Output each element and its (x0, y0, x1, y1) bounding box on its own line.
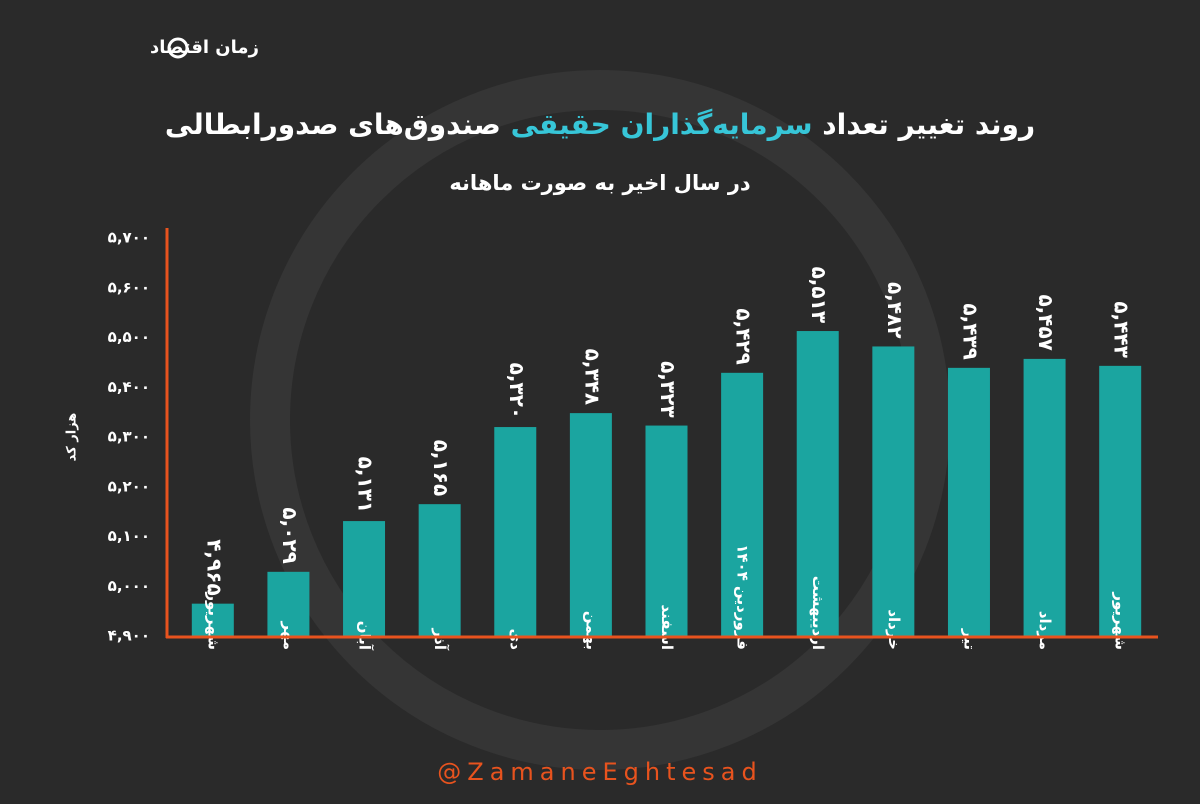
title-part: صندوق‌های صدورابطالی (165, 108, 511, 141)
brand-logo (167, 37, 189, 59)
y-tick-label: ۵,۵۰۰ (108, 328, 150, 346)
value-label: ۵,۳۲۰ (505, 363, 529, 419)
bar (721, 372, 764, 636)
bar (191, 603, 234, 636)
x-tick-label: شهریور (204, 591, 222, 650)
y-tick-label: ۴,۹۰۰ (108, 627, 150, 645)
value-label: ۵,۱۶۵ (429, 440, 453, 496)
watermark (250, 70, 950, 770)
y-tick-label: ۵,۲۰۰ (108, 477, 150, 495)
value-label: ۵,۳۴۸ (580, 349, 604, 405)
value-label: ۵,۴۵۷ (1034, 294, 1058, 350)
value-label: ۵,۴۳۹ (958, 303, 982, 359)
x-tick-label: آذر (431, 628, 449, 651)
value-label: ۵,۴۸۲ (883, 282, 907, 338)
y-tick-label: ۵,۶۰۰ (108, 278, 150, 296)
bar (343, 521, 386, 636)
bar (1023, 358, 1066, 636)
value-label: ۵,۰۲۹ (278, 507, 302, 563)
value-label: ۴,۹۶۵ (202, 539, 226, 595)
x-tick-label: مرداد (1036, 611, 1054, 650)
y-tick-label: ۵,۰۰۰ (108, 577, 150, 595)
bar (645, 425, 688, 636)
x-tick-label: دی (507, 629, 525, 651)
brand: زمان اقتصاد (150, 37, 259, 58)
x-tick-label: فروردین ۱۴۰۴ (734, 544, 752, 650)
value-label: ۵,۴۲۹ (732, 308, 756, 364)
y-tick-label: ۵,۱۰۰ (108, 527, 150, 545)
value-label: ۵,۴۴۳ (1110, 301, 1134, 357)
chart-title: روند تغییر تعداد سرمایه‌گذاران حقیقی صند… (165, 108, 1035, 141)
y-axis-label: هزار کد (65, 413, 80, 462)
title-highlight: سرمایه‌گذاران حقیقی (511, 108, 813, 141)
chart-subtitle: در سال اخیر به صورت ماهانه (449, 171, 751, 195)
value-label: ۵,۵۱۳ (807, 267, 831, 323)
bar (872, 346, 915, 636)
y-tick-label: ۵,۷۰۰ (108, 229, 150, 247)
bar (1099, 365, 1142, 636)
x-tick-label: اسفند (658, 605, 676, 650)
x-tick-label: خرداد (885, 609, 903, 650)
x-tick-label: اردیبهشت (809, 576, 827, 650)
y-tick-label: ۵,۳۰۰ (108, 428, 150, 446)
x-tick-label: تیر (960, 628, 978, 650)
x-tick-label: مهر (280, 620, 298, 650)
x-tick-label: بهمن (582, 611, 600, 650)
bar (494, 427, 537, 636)
bar (569, 413, 612, 636)
bar (796, 331, 839, 636)
value-label: ۵,۳۲۳ (656, 361, 680, 417)
bar (418, 504, 461, 636)
bar (267, 571, 310, 636)
x-tick-label: شهریور (1112, 591, 1130, 650)
value-label: ۵,۱۳۱ (354, 457, 378, 513)
bar (947, 367, 990, 636)
y-tick-label: ۵,۴۰۰ (108, 378, 150, 396)
title-part: روند تغییر تعداد (813, 108, 1036, 141)
footer-handle: @ZamaneEghtesad (437, 758, 762, 786)
